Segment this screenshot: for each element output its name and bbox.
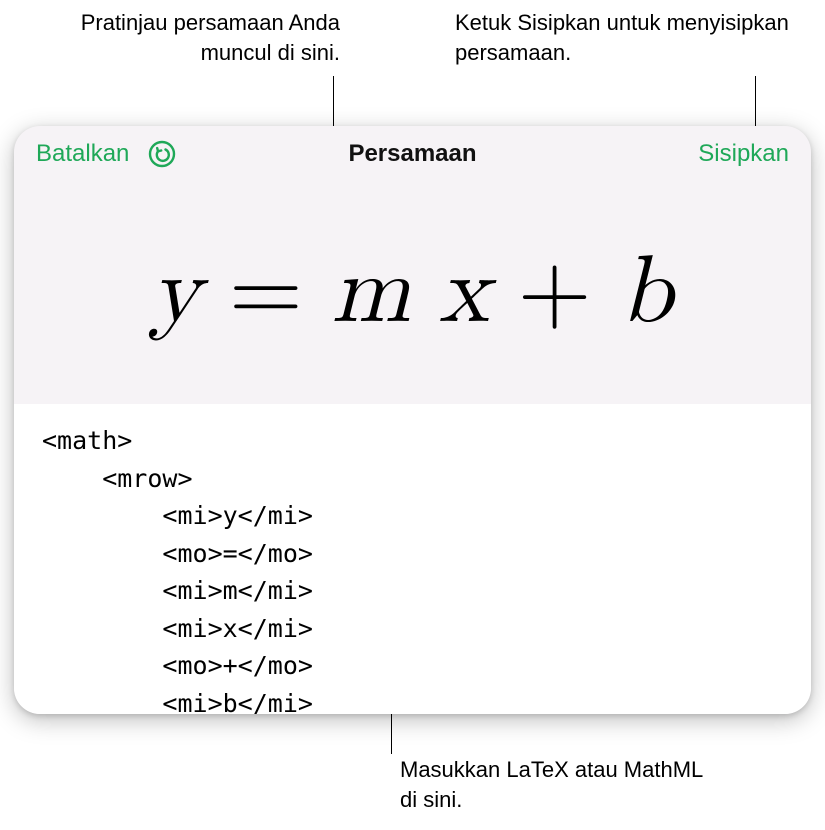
callout-insert: Ketuk Sisipkan untuk menyisipkan persama… [455, 8, 795, 67]
equation-dialog: Batalkan Persamaan Sisipkan y=mx+b <math… [14, 126, 811, 714]
callout-preview: Pratinjau persamaan Anda muncul di sini. [40, 8, 340, 67]
dialog-title: Persamaan [348, 140, 476, 168]
insert-button[interactable]: Sisipkan [698, 140, 789, 168]
header-left-group: Batalkan [36, 137, 179, 171]
cancel-button[interactable]: Batalkan [36, 140, 129, 168]
undo-icon[interactable] [145, 137, 179, 171]
dialog-header: Batalkan Persamaan Sisipkan [14, 126, 811, 182]
equation-rendered: y=mx+b [150, 236, 675, 350]
code-input[interactable]: <math> <mrow> <mi>y</mi> <mo>=</mo> <mi>… [14, 404, 811, 714]
callout-code: Masukkan LaTeX atau MathML di sini. [400, 755, 720, 814]
equation-preview: y=mx+b [14, 182, 811, 404]
